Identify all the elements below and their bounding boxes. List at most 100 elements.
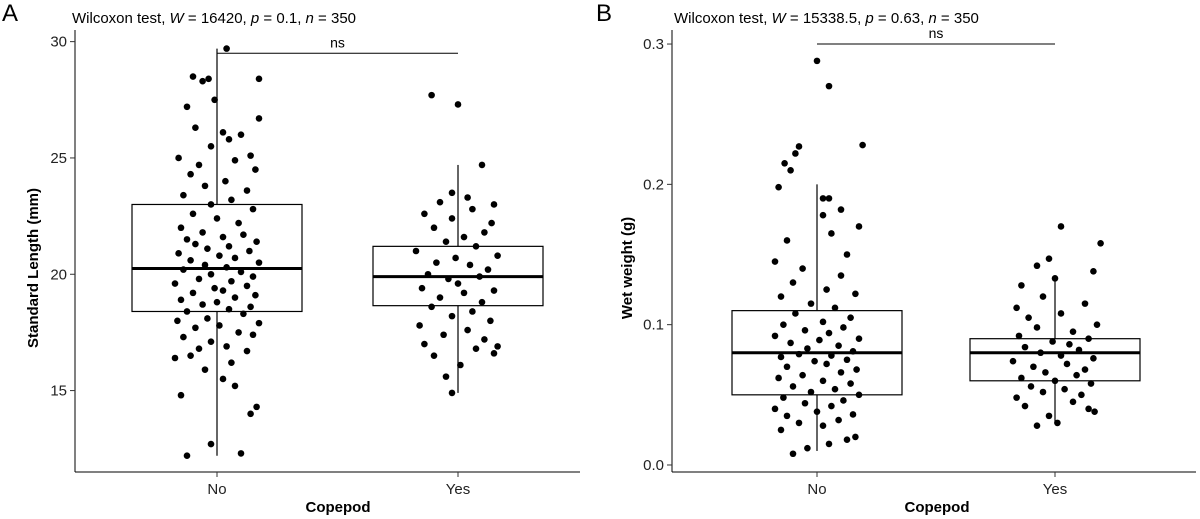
- panel-b-point: [1039, 388, 1047, 396]
- panel-a-point: [187, 170, 194, 178]
- panel-b: B Wilcoxon test, W = 15338.5, p = 0.63, …: [596, 0, 1196, 516]
- panel-b-point: [1081, 366, 1089, 373]
- panel-a-point: [252, 291, 259, 299]
- panel-a-point: [436, 198, 444, 206]
- panel-a-point: [199, 77, 206, 85]
- panel-a-point: [228, 196, 235, 204]
- panel-a-point: [187, 257, 194, 264]
- panel-b-y-tick-label: 0.2: [643, 176, 664, 193]
- panel-b-point: [847, 380, 854, 387]
- panel-a-point: [478, 298, 486, 306]
- panel-a-point: [476, 273, 483, 280]
- panel-a-point: [231, 382, 239, 390]
- panel-b-point: [771, 332, 779, 340]
- panel-a-point: [428, 91, 435, 99]
- panel-a-point: [213, 215, 221, 222]
- panel-a-point: [428, 303, 435, 311]
- panel-a-point: [235, 329, 242, 336]
- panel-b-letter: B: [596, 0, 612, 27]
- panel-a-point: [252, 166, 259, 173]
- panel-b-point: [849, 348, 857, 355]
- panel-a-point: [481, 229, 488, 236]
- panel-a-point: [183, 236, 191, 243]
- panel-b-point: [780, 394, 787, 401]
- panel-b-point: [1051, 275, 1059, 282]
- panel-a-n-value: 350: [331, 10, 356, 27]
- panel-a-point: [177, 391, 185, 399]
- panel-b-n-symbol: n: [928, 10, 936, 27]
- panel-a-point: [222, 177, 229, 185]
- panel-b-point: [819, 318, 827, 326]
- panel-a-point: [225, 136, 233, 143]
- panel-b-point: [855, 223, 863, 230]
- panel-b-point: [1078, 391, 1085, 399]
- panel-a-point: [448, 189, 456, 197]
- panel-a-point: [469, 308, 476, 315]
- panel-a-point: [175, 250, 182, 257]
- panel-b-point: [771, 258, 779, 265]
- panel-a-point: [189, 289, 197, 297]
- panel-a-point: [177, 224, 185, 232]
- panel-b-point: [795, 143, 803, 150]
- panel-b-x-tick-label: No: [807, 481, 826, 498]
- panel-b-point: [789, 383, 797, 390]
- panel-a-point: [255, 319, 263, 327]
- panel-b-point: [1057, 223, 1065, 230]
- panel-a-point: [243, 282, 251, 290]
- panel-a-point: [494, 252, 501, 259]
- panel-b-point: [847, 314, 854, 321]
- panel-b-point: [787, 167, 794, 174]
- panel-a-point: [216, 252, 223, 259]
- panel-a-point: [247, 410, 254, 418]
- panel-b-point: [1021, 343, 1029, 351]
- panel-a-subtitle: Wilcoxon test, W = 16420, p = 0.1, n = 3…: [72, 10, 356, 27]
- panel-a-point: [228, 277, 235, 285]
- panel-a-point: [180, 333, 187, 341]
- panel-a-point: [180, 266, 187, 273]
- panel-b-point: [783, 237, 791, 244]
- panel-b-x-tick-label: Yes: [1043, 481, 1067, 498]
- panel-a-y-axis-title: Standard Length (mm): [25, 188, 42, 348]
- panel-b-point: [1045, 255, 1053, 263]
- panel-b-point: [813, 57, 821, 65]
- panel-a-significance-label: ns: [330, 34, 345, 50]
- panel-a-point: [421, 340, 428, 348]
- panel-b-x-axis-title: Copepod: [905, 499, 970, 516]
- panel-a-point: [177, 296, 185, 304]
- panel-a-point: [223, 343, 230, 350]
- panel-a-point: [180, 191, 187, 199]
- panel-a-point: [195, 345, 203, 353]
- panel-a-point: [466, 261, 474, 269]
- panel-a-point: [442, 373, 450, 380]
- panel-a-point: [424, 270, 432, 278]
- panel-b-point: [1033, 324, 1041, 331]
- panel-a-point: [199, 301, 206, 308]
- panel-a-point: [237, 131, 245, 138]
- panel-a-point: [472, 243, 480, 250]
- panel-b-point: [825, 195, 833, 202]
- panel-b-point: [799, 265, 806, 272]
- panel-b-point: [840, 324, 847, 331]
- panel-a-point: [433, 259, 440, 266]
- panel-a-point: [243, 347, 251, 355]
- panel-a-point: [247, 152, 254, 159]
- panel-a-point: [448, 312, 456, 320]
- panel-a-point: [448, 215, 456, 222]
- panel-a-point: [246, 247, 253, 255]
- panel-a-point: [207, 440, 215, 448]
- panel-a-point: [219, 233, 227, 241]
- panel-a-point: [223, 45, 230, 52]
- panel-b-point: [1030, 363, 1037, 371]
- panel-a-point: [481, 336, 488, 343]
- panel-a-point: [183, 308, 191, 315]
- panel-a-point: [195, 275, 203, 283]
- panel-b-point: [1085, 405, 1092, 413]
- panel-a: A Wilcoxon test, W = 16420, p = 0.1, n =…: [2, 0, 580, 516]
- panel-a-plot-area: 15 20 25 30 No Yes ns: [50, 30, 580, 498]
- panel-b-point: [828, 352, 835, 359]
- panel-a-point: [237, 450, 245, 457]
- panel-a-point: [490, 287, 498, 294]
- panel-a-point: [235, 219, 242, 227]
- panel-a-point: [418, 284, 426, 292]
- panel-b-subtitle: Wilcoxon test, W = 15338.5, p = 0.63, n …: [674, 10, 979, 27]
